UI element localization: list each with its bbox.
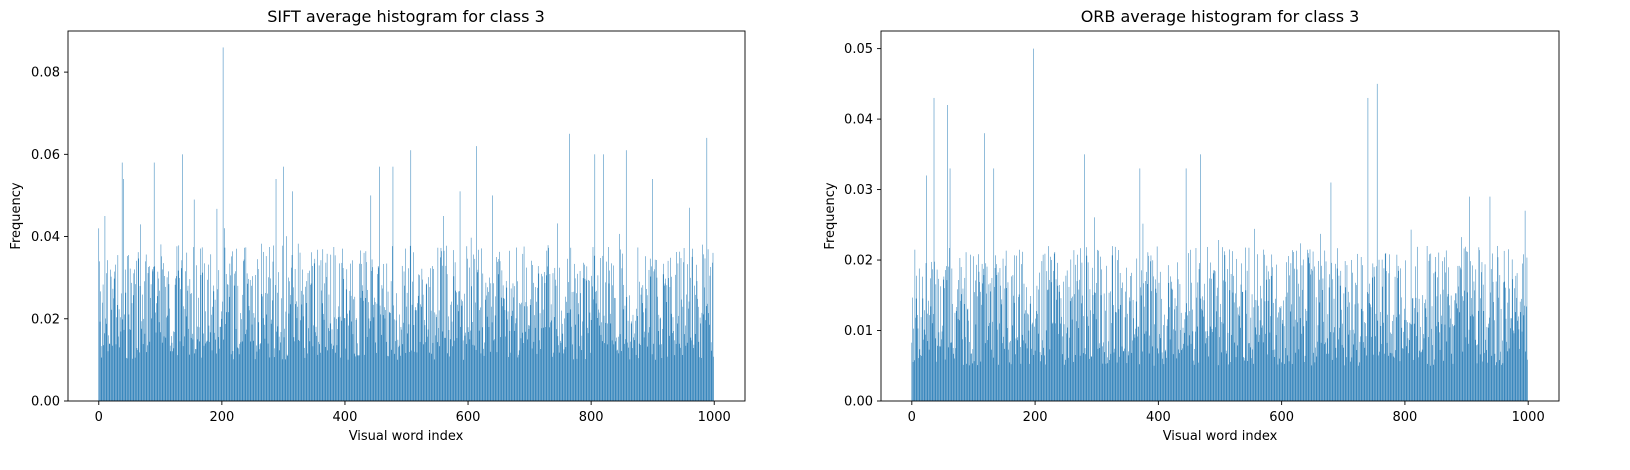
y-tick-label: 0.01	[844, 324, 873, 339]
y-axis-label: Frequency	[823, 182, 838, 249]
y-axis-ticks: 0.00 0.02 0.04 0.06 0.08	[31, 66, 68, 410]
y-tick-label: 0.00	[844, 395, 873, 410]
plot-frame	[67, 30, 746, 402]
x-tick-label: 0	[908, 410, 916, 425]
x-tick-label: 0	[95, 410, 103, 425]
x-tick-label: 400	[1146, 410, 1171, 425]
x-tick-label: 200	[1023, 410, 1048, 425]
x-axis-ticks: 0 200 400 600 800 1000	[95, 401, 731, 425]
x-axis-label: Visual word index	[1163, 429, 1278, 444]
bars	[911, 48, 1528, 402]
x-tick-label: 600	[1269, 410, 1294, 425]
y-axis-label: Frequency	[9, 182, 24, 249]
sift-chart: SIFT average histogram for class 3 0 200 4…	[9, 7, 746, 444]
bars	[98, 47, 714, 401]
orb-chart: ORB average histogram for class 3 0 200 40…	[823, 7, 1560, 444]
x-tick-label: 1000	[1512, 410, 1545, 425]
y-tick-label: 0.03	[844, 183, 873, 198]
y-axis-ticks: 0.00 0.01 0.02 0.03 0.04 0.05	[844, 42, 881, 410]
x-tick-label: 600	[456, 410, 481, 425]
y-tick-label: 0.08	[31, 66, 60, 81]
y-tick-label: 0.05	[844, 42, 873, 57]
chart-title: SIFT average histogram for class 3	[267, 7, 545, 26]
x-tick-label: 800	[1392, 410, 1417, 425]
y-tick-label: 0.06	[31, 148, 60, 163]
x-tick-label: 800	[579, 410, 604, 425]
plot-frame	[880, 30, 1560, 402]
x-tick-label: 400	[333, 410, 358, 425]
x-tick-label: 1000	[698, 410, 731, 425]
y-tick-label: 0.00	[31, 395, 60, 410]
x-axis-ticks: 0 200 400 600 800 1000	[908, 401, 1545, 425]
x-tick-label: 200	[209, 410, 234, 425]
chart-title: ORB average histogram for class 3	[1081, 7, 1360, 26]
x-axis-label: Visual word index	[349, 429, 464, 444]
y-tick-label: 0.02	[844, 254, 873, 269]
y-tick-label: 0.04	[844, 113, 873, 128]
y-tick-label: 0.04	[31, 230, 60, 245]
y-tick-label: 0.02	[31, 312, 60, 327]
